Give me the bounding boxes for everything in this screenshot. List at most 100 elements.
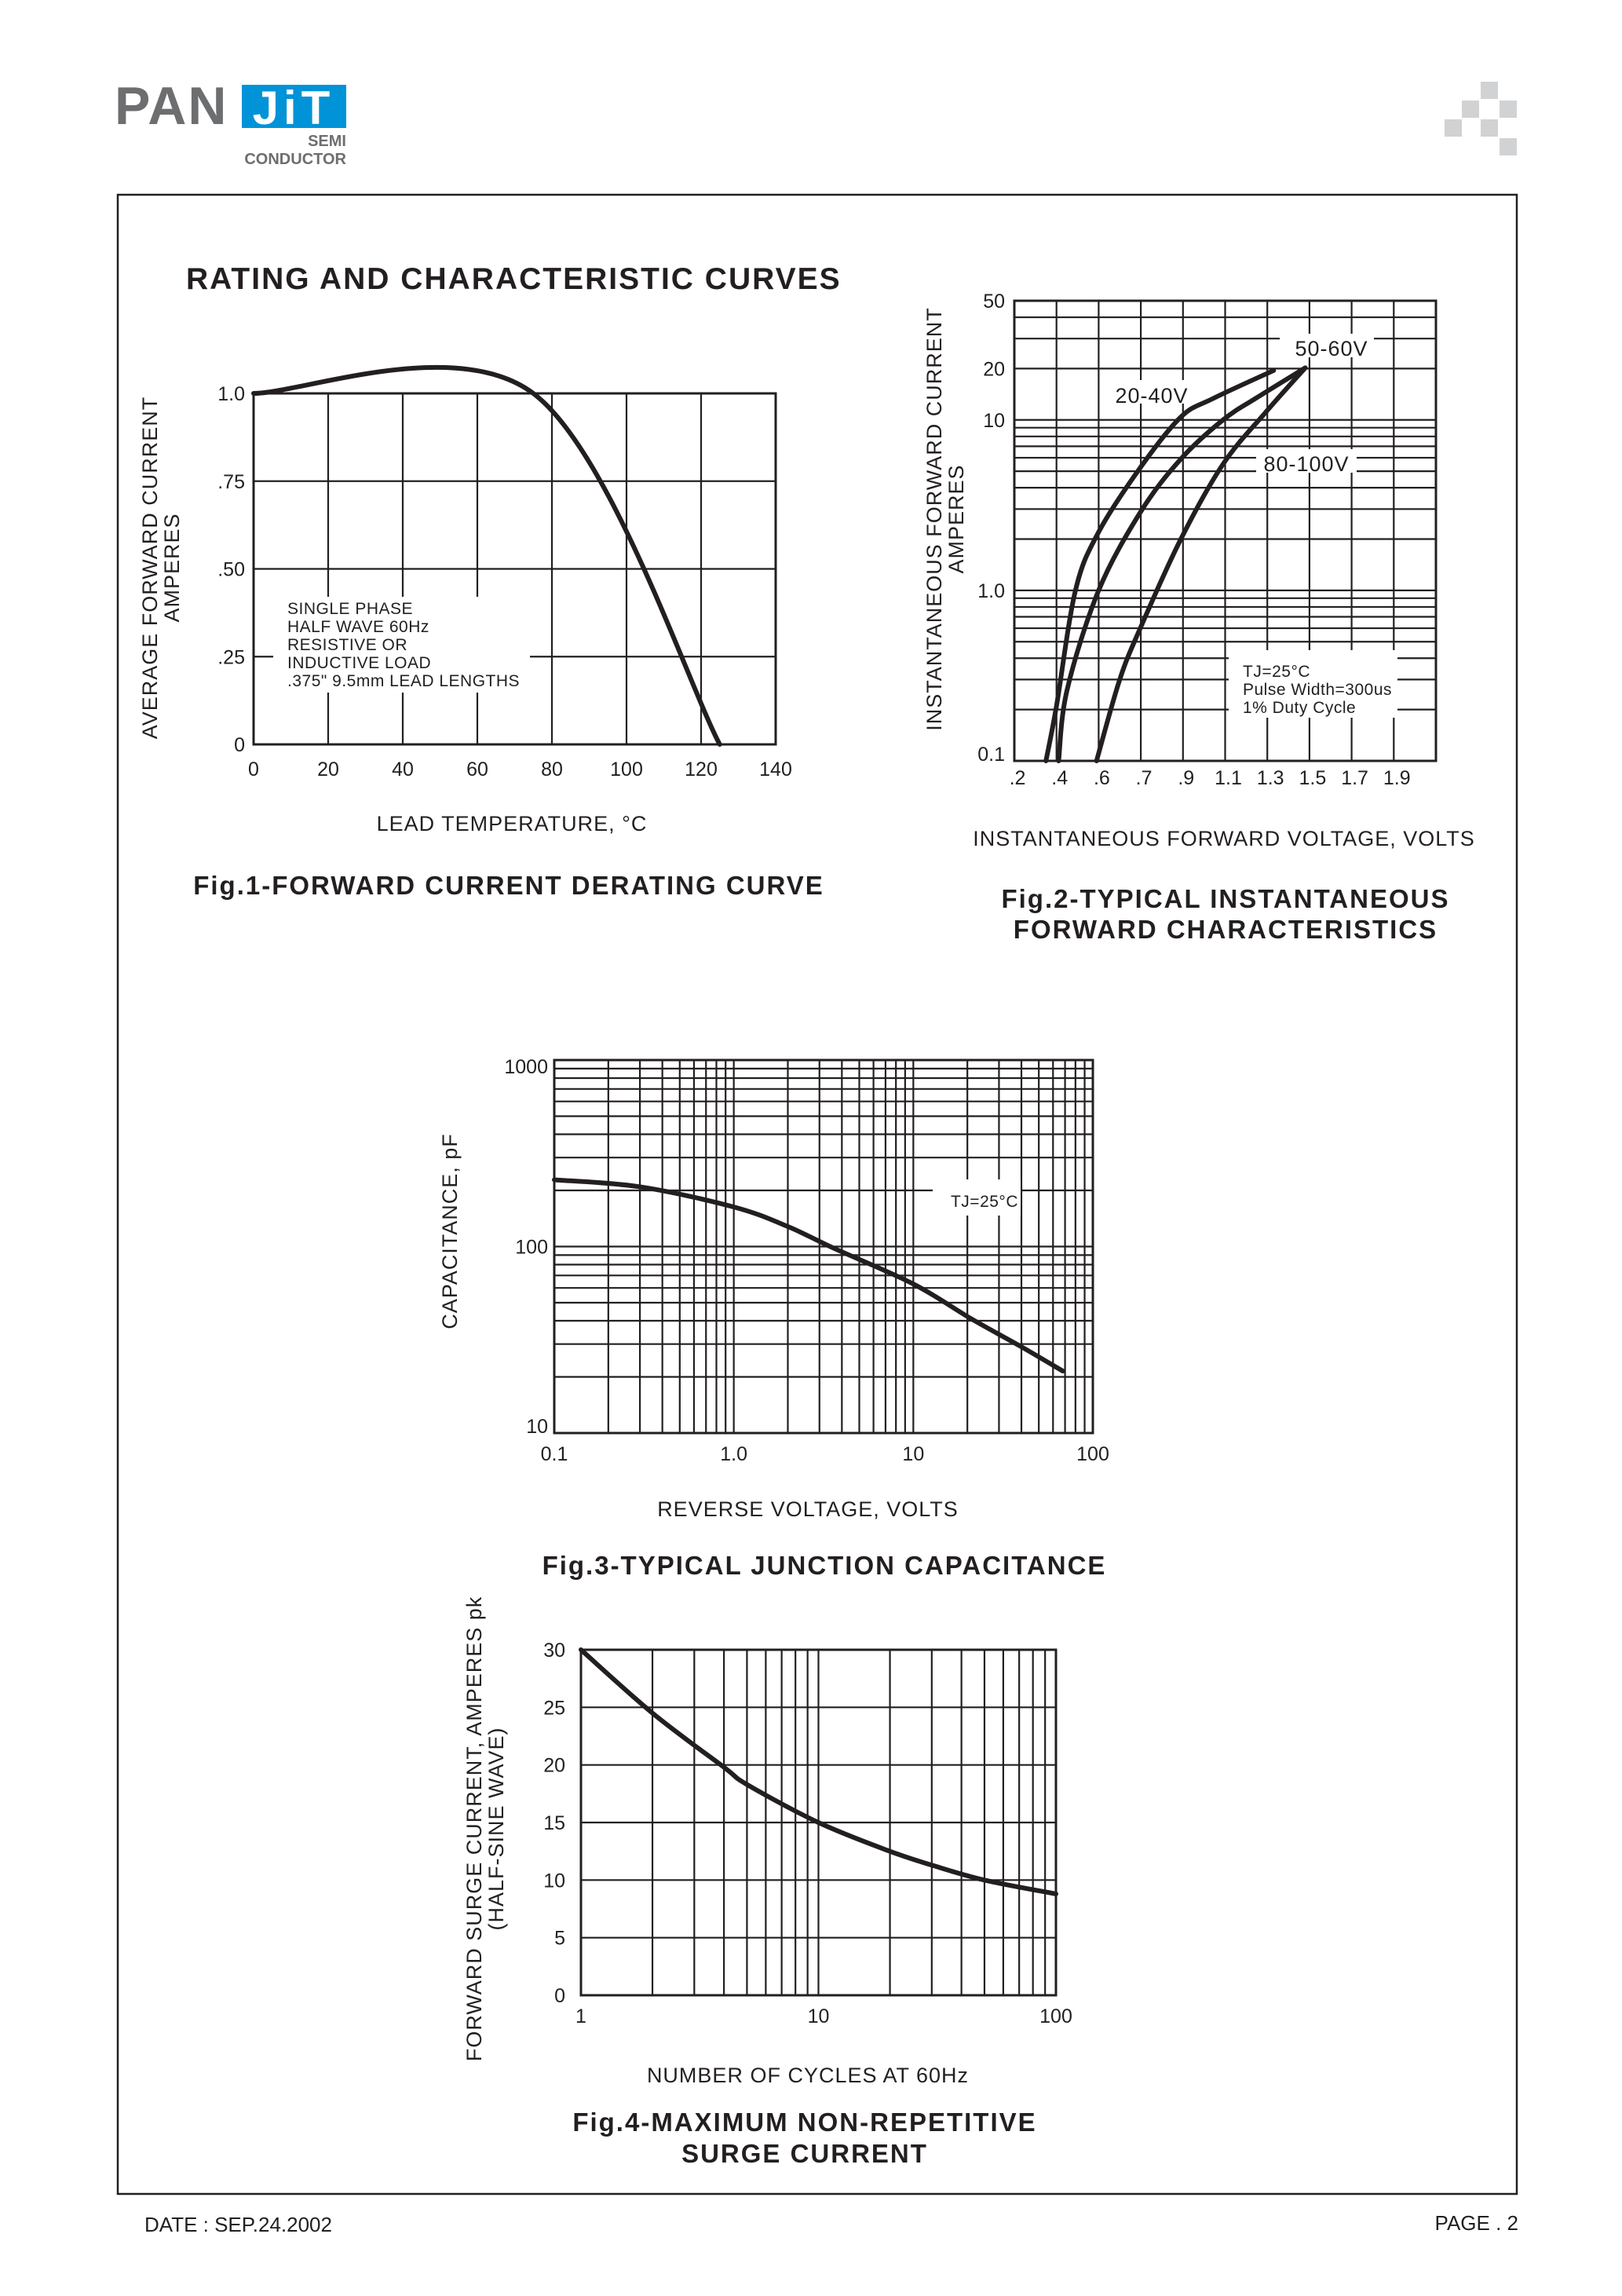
fig3-y-tick-label: 1000 <box>504 1056 548 1078</box>
fig2-series-curve-50-60V <box>1056 365 1308 763</box>
fig3-x-tick-label: 10 <box>902 1443 924 1465</box>
fig2-series-label: 50-60V <box>1295 337 1368 360</box>
fig3-plot-frame <box>553 1058 1094 1435</box>
fig2-plot-frame <box>1013 299 1438 762</box>
fig1-x-tick-label: 0 <box>248 759 259 781</box>
fig2-annotation-line: 1% Duty Cycle <box>1243 699 1356 717</box>
fig4-x-tick-label: 100 <box>1039 2005 1072 2027</box>
logo-pan: PAN <box>115 76 228 136</box>
fig2: INSTANTANEOUS FORWARD CURRENT AMPERES IN… <box>922 307 1475 944</box>
logo-jit-box <box>242 85 346 128</box>
fig3-xlabel: REVERSE VOLTAGE, VOLTS <box>657 1497 959 1521</box>
logo-conductor: CONDUCTOR <box>244 151 346 168</box>
fig1-x-tick-label: 60 <box>466 759 488 781</box>
fig1-ylabel-line1: AVERAGE FORWARD CURRENT <box>138 397 162 740</box>
fig1-x-tick-label: 120 <box>685 759 718 781</box>
fig4-x-tick-label: 10 <box>808 2005 830 2027</box>
fig1-annotation-line: .375" 9.5mm LEAD LENGTHS <box>287 672 520 690</box>
fig2-series-label: 20-40V <box>1115 384 1188 408</box>
fig4-y-tick-label: 25 <box>543 1697 565 1719</box>
fig3-y-tick-label: 10 <box>526 1416 548 1438</box>
fig3-y-tick-label: 100 <box>515 1237 548 1259</box>
fig2-caption-line1: Fig.2-TYPICAL INSTANTANEOUS <box>1001 884 1449 913</box>
fig4-xlabel: NUMBER OF CYCLES AT 60Hz <box>647 2064 969 2087</box>
fig4-caption-line1: Fig.4-MAXIMUM NON-REPETITIVE <box>572 2108 1036 2137</box>
fig1-annotation-box <box>273 597 530 693</box>
fig2-xlabel: INSTANTANEOUS FORWARD VOLTAGE, VOLTS <box>973 827 1475 850</box>
fig1-x-tick-label: 80 <box>541 759 563 781</box>
fig4-series-curve-0 <box>579 1647 1058 1896</box>
fig1-caption: Fig.1-FORWARD CURRENT DERATING CURVE <box>193 871 824 900</box>
fig4-caption-line2: SURGE CURRENT <box>681 2139 928 2168</box>
fig1-x-tick-label: 40 <box>392 759 414 781</box>
fig2-y-tick-label: 0.1 <box>977 744 1005 766</box>
fig4-ylabel-line1: FORWARD SURGE CURRENT, AMPERES pk <box>462 1596 486 2062</box>
fig2-y-tick-label: 20 <box>983 358 1005 380</box>
fig3-x-tick-label: 100 <box>1076 1443 1109 1465</box>
fig4-plot: 1 10 100 0 5 10 15 20 25 30 <box>543 1640 1072 2027</box>
fig2-x-tick-label: .7 <box>1136 767 1153 789</box>
fig4-y-tick-label: 5 <box>554 1928 565 1950</box>
fig1-annotation-line: HALF WAVE 60Hz <box>287 618 429 636</box>
fig2-y-tick-label: 10 <box>983 410 1005 432</box>
fig3-x-tick-label: 0.1 <box>541 1443 568 1465</box>
fig2-x-tick-label: .4 <box>1051 767 1068 789</box>
footer-date: DATE : SEP.24.2002 <box>144 2213 332 2236</box>
fig4-y-tick-label: 20 <box>543 1755 565 1777</box>
fig3-annotation: TJ=25°C <box>951 1193 1018 1211</box>
fig2-x-tick-label: 1.9 <box>1383 767 1411 789</box>
fig3-ylabel: CAPACITANCE, pF <box>438 1133 462 1329</box>
fig1-y-tick-label: .50 <box>217 559 245 581</box>
fig1-x-tick-label: 100 <box>610 759 643 781</box>
fig2-annotation-line: Pulse Width=300us <box>1243 681 1392 699</box>
fig2-annotation-line: TJ=25°C <box>1243 663 1310 681</box>
fig2-label-box-80-100 <box>1256 449 1357 473</box>
fig2-x-tick-label: 1.3 <box>1257 767 1284 789</box>
fig1-x-tick-label: 20 <box>317 759 339 781</box>
fig1-annotation-line: SINGLE PHASE <box>287 600 413 618</box>
logo-semi: SEMI <box>308 133 346 150</box>
fig3-series-curve-0 <box>552 1177 1065 1374</box>
fig2-ylabel-line1: INSTANTANEOUS FORWARD CURRENT <box>922 307 946 731</box>
fig2-series-curve-80-100V <box>1094 365 1308 763</box>
fig1-annotation-line: INDUCTIVE LOAD <box>287 654 431 672</box>
fig2-series-label: 80-100V <box>1263 452 1349 476</box>
fig1: AVERAGE FORWARD CURRENT AMPERES LEAD TEM… <box>138 397 824 900</box>
fig1-series-curve-0 <box>251 364 722 747</box>
fig2-x-tick-label: 1.7 <box>1341 767 1368 789</box>
panjit-logo: PAN JiT SEMI CONDUCTOR <box>115 76 347 168</box>
page-title: RATING AND CHARACTERISTIC CURVES <box>186 262 842 296</box>
fig3-annotation-box <box>933 1179 1021 1216</box>
fig4-y-tick-label: 0 <box>554 1985 565 2007</box>
fig1-y-tick-label: .75 <box>217 471 245 493</box>
fig4-ylabel-line2: (HALF-SINE WAVE) <box>484 1727 508 1930</box>
fig1-ylabel-line2: AMPERES <box>160 513 184 622</box>
fig1-annotation-line: RESISTIVE OR <box>287 636 407 654</box>
fig2-y-tick-label: 1.0 <box>977 580 1005 602</box>
footer-page: PAGE . 2 <box>1435 2211 1518 2235</box>
content-frame <box>116 193 1518 2195</box>
fig3: CAPACITANCE, pF REVERSE VOLTAGE, VOLTS F… <box>438 1133 1107 1580</box>
fig4-x-tick-label: 1 <box>575 2005 586 2027</box>
fig2-ylabel-line2: AMPERES <box>944 464 968 573</box>
fig4-y-tick-label: 30 <box>543 1640 565 1662</box>
fig2-x-tick-label: .6 <box>1094 767 1110 789</box>
fig2-annotation-box <box>1229 650 1397 718</box>
fig2-series-curve-20-40V <box>1043 367 1277 763</box>
fig2-label-box-20-40 <box>1107 380 1198 404</box>
fig1-xlabel: LEAD TEMPERATURE, °C <box>377 812 648 835</box>
fig1-x-tick-label: 140 <box>759 759 792 781</box>
fig2-x-tick-label: 1.1 <box>1215 767 1242 789</box>
fig3-caption: Fig.3-TYPICAL JUNCTION CAPACITANCE <box>542 1551 1107 1580</box>
checker-squares-icon <box>1445 82 1517 155</box>
logo-jit: JiT <box>253 82 335 134</box>
fig1-plot-frame <box>252 392 777 746</box>
fig2-caption-line2: FORWARD CHARACTERISTICS <box>1014 915 1438 944</box>
fig4-plot-frame <box>579 1648 1058 1997</box>
fig1-y-tick-label: .25 <box>217 646 245 668</box>
fig1-y-tick-label: 1.0 <box>217 383 245 405</box>
